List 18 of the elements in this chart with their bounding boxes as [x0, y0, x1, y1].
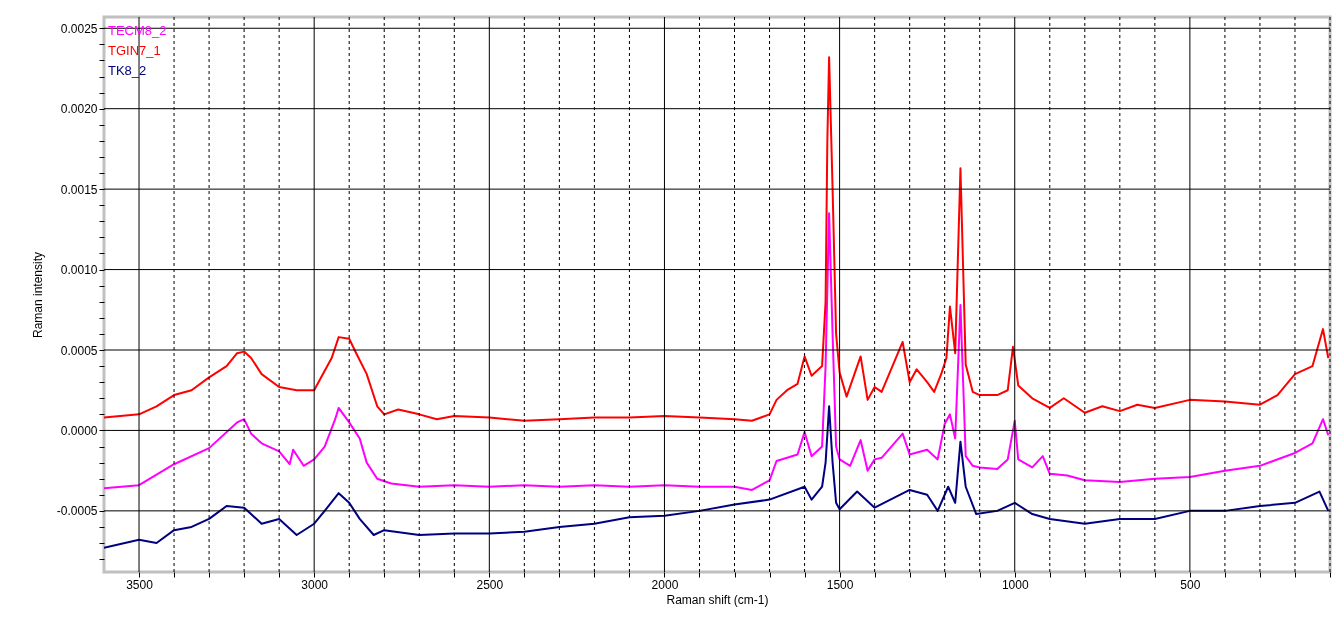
text: TGIN7_1	[108, 43, 161, 58]
x-axis-title: Raman shift (cm-1)	[666, 592, 769, 607]
y-tick-label: -0.0005	[56, 504, 98, 519]
y-tick-label: 0.0025	[60, 21, 98, 36]
y-tick-label: 0.0015	[60, 182, 98, 197]
x-tick-label: 500	[1180, 577, 1201, 592]
x-tick-label: 1500	[826, 577, 854, 592]
x-tick-label: 2500	[476, 577, 504, 592]
x-tick-label: 3000	[301, 577, 329, 592]
x-tick-label: 3500	[126, 577, 154, 592]
x-tick-label: 1000	[1001, 577, 1029, 592]
y-tick-label: 0.0000	[60, 423, 98, 438]
y-tick-label: 0.0005	[60, 343, 98, 358]
y-axis-title: Raman intensity	[30, 251, 45, 339]
x-tick-label: 2000	[651, 577, 679, 592]
y-tick-label: 0.0010	[60, 263, 98, 278]
text: TK8_2	[108, 63, 147, 78]
y-tick-label: 0.0020	[60, 102, 98, 117]
